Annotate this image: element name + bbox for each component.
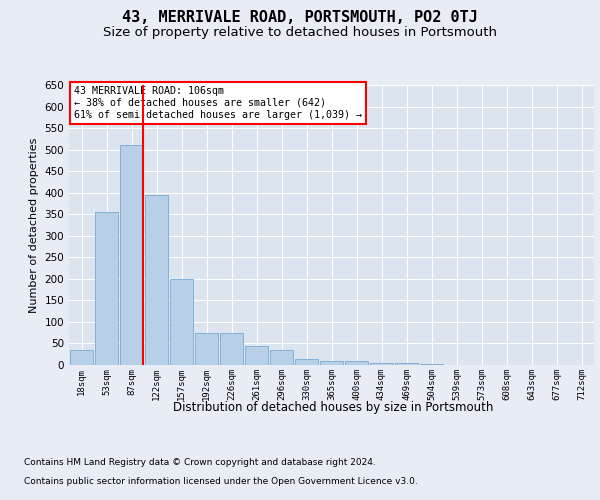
Text: 43, MERRIVALE ROAD, PORTSMOUTH, PO2 0TJ: 43, MERRIVALE ROAD, PORTSMOUTH, PO2 0TJ [122,10,478,25]
Bar [419,364,443,365]
Bar [119,146,143,365]
Bar [194,332,218,365]
Text: Contains public sector information licensed under the Open Government Licence v3: Contains public sector information licen… [24,476,418,486]
Text: Size of property relative to detached houses in Portsmouth: Size of property relative to detached ho… [103,26,497,39]
Bar [320,360,343,365]
Text: Distribution of detached houses by size in Portsmouth: Distribution of detached houses by size … [173,401,493,414]
Bar [70,350,94,365]
Bar [245,346,268,365]
Text: 43 MERRIVALE ROAD: 106sqm
← 38% of detached houses are smaller (642)
61% of semi: 43 MERRIVALE ROAD: 106sqm ← 38% of detac… [74,86,362,120]
Bar [395,363,418,365]
Bar [95,212,118,365]
Bar [145,195,169,365]
Bar [344,360,368,365]
Bar [220,332,244,365]
Bar [170,279,193,365]
Y-axis label: Number of detached properties: Number of detached properties [29,138,39,312]
Bar [370,363,394,365]
Text: Contains HM Land Registry data © Crown copyright and database right 2024.: Contains HM Land Registry data © Crown c… [24,458,376,467]
Bar [269,350,293,365]
Bar [295,358,319,365]
